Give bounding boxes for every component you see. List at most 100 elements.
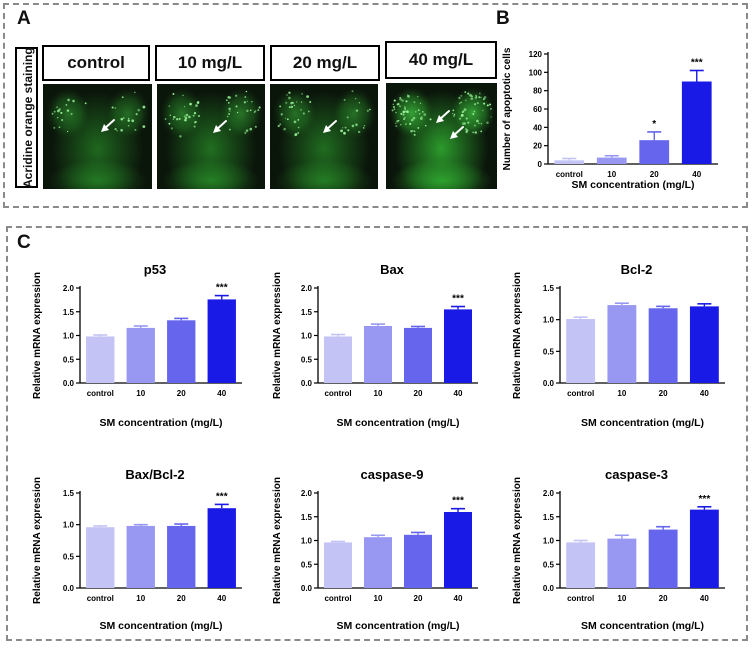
fluorescent-dot [458,96,461,100]
chart-title: caspase-3 [605,467,668,482]
x-tick-label: 20 [177,594,186,603]
fluorescent-dot [170,127,173,130]
fluorescent-dot [296,101,298,103]
fluorescent-dot [188,115,191,119]
bar-40 [207,508,236,588]
y-tick-label: 2.0 [301,489,313,498]
fluorescent-dot [393,108,396,111]
fluorescent-dot [246,109,249,113]
fluorescent-dot [461,111,464,114]
fluorescent-dot [399,105,401,108]
fluorescent-dot [57,116,59,119]
fluorescent-dot [396,120,399,123]
x-tick-label: 40 [217,389,226,398]
fluorescent-dot [183,105,186,108]
bar-control [86,336,115,383]
fluorescent-dot [277,124,280,128]
fluorescent-dot [394,99,396,102]
x-tick-label: control [567,389,594,398]
x-axis-label: SM concentration (mg/L) [99,620,222,632]
fluorescent-dot [403,116,406,119]
fluorescent-dot [342,127,344,129]
x-tick-label: control [324,389,351,398]
fluorescent-dot [475,95,478,97]
bar-40 [444,309,472,383]
y-tick-label: 40 [533,123,542,132]
fluorescent-dot [346,116,349,119]
chart-title: caspase-9 [361,467,424,482]
fluorescent-dot [66,130,69,133]
fluorescent-dot [226,115,229,118]
fluorescent-dot [395,111,397,114]
fluorescent-dot [405,100,408,103]
fluorescent-dot [116,130,118,132]
fluorescent-dot [291,106,294,108]
fluorescent-dot [288,91,291,94]
y-tick-label: 0.0 [301,584,313,593]
fish-yolk-glow [275,159,373,189]
x-tick-label: 10 [374,389,383,398]
fluorescent-dot [65,104,68,106]
fluorescent-dot [142,125,146,129]
x-tick-label: 20 [659,389,668,398]
fluorescent-dot [404,108,406,110]
fluorescent-dot [340,129,343,133]
fluorescent-dot [288,96,291,100]
fluorescent-dot [70,112,73,115]
y-tick-label: 100 [529,68,543,77]
x-axis-label: SM concentration (mg/L) [581,417,704,429]
fluorescent-dot [58,108,61,111]
fluorescent-dot [395,122,397,124]
fluorescent-dot [257,109,260,112]
y-axis-label: Relative mRNA expression [512,477,523,604]
fluorescent-dot [357,130,361,134]
x-tick-label: 40 [217,594,226,603]
fluorescent-dot [293,104,296,107]
fluorescent-dot [249,109,252,112]
fluorescent-dot [483,102,486,105]
fluorescent-dot [72,99,75,103]
x-tick-label: 10 [617,594,626,603]
fluorescent-dot [478,122,480,125]
bar-40 [689,509,719,588]
fluorescent-dot [474,96,478,99]
bar-control [324,542,352,588]
fluorescent-dot [235,105,238,108]
fluorescent-dot [399,96,402,99]
y-tick-label: 60 [533,105,542,114]
fluorescent-dot [294,134,297,137]
fluorescent-dot [285,101,288,104]
fluorescent-dot [480,130,483,133]
x-tick-label: 10 [374,594,383,603]
bar-10 [607,305,637,383]
fluorescent-dot [192,114,195,117]
fluorescent-dot [258,106,261,109]
fish-eye-right [219,88,263,139]
panel-label-a: A [17,8,31,29]
fluorescent-dot [251,101,253,103]
fluorescent-dot [84,102,87,105]
fluorescent-dot [183,115,186,118]
bar-10 [126,327,155,383]
arrow-icon [323,120,337,133]
fluorescent-dot [228,112,231,115]
significance-marker: *** [216,283,228,294]
fluorescent-dot [490,116,492,118]
x-axis-label: SM concentration (mg/L) [571,179,694,191]
y-axis-label: Relative mRNA expression [32,272,43,399]
arrow-icon [450,126,464,139]
fish-image-40 [386,83,497,189]
fluorescent-dot [366,109,369,112]
fluorescent-dot [168,105,170,107]
bar-20 [648,308,678,383]
fluorescent-dot [473,103,477,106]
fluorescent-dot [176,118,179,121]
fluorescent-dot [417,127,420,129]
fluorescent-dot [467,92,470,95]
bar-10 [126,525,155,588]
arrow-icon [436,110,450,123]
fluorescent-dot [244,131,247,134]
fluorescent-dot [358,101,361,104]
x-axis-label: SM concentration (mg/L) [336,620,459,632]
fluorescent-dot [164,118,167,120]
